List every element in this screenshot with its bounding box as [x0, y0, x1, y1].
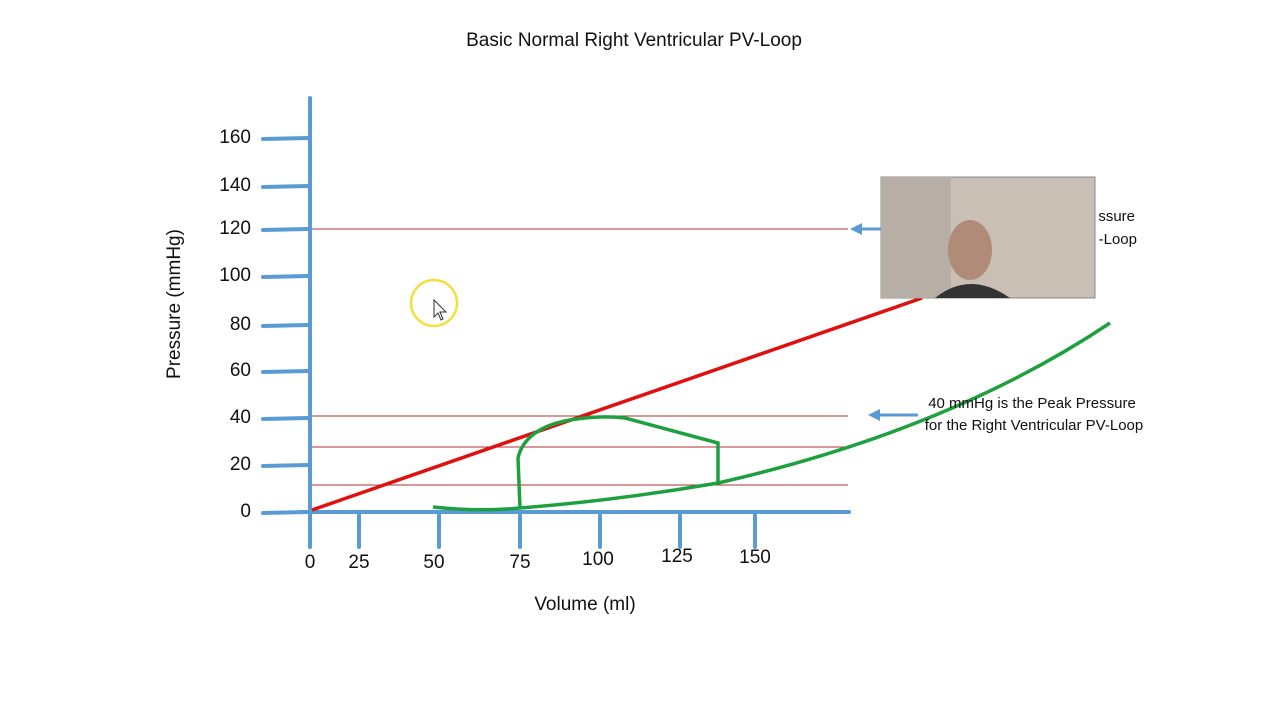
annotation: -Loop — [1099, 231, 1137, 248]
y-tick-label: 100 — [219, 265, 251, 286]
y-tick-label: 140 — [219, 175, 251, 196]
y-tick-label: 20 — [230, 454, 251, 475]
pv-loop — [516, 415, 720, 509]
x-tick-label: 150 — [739, 547, 771, 568]
annotation: for the Right Ventricular PV-Loop — [925, 417, 1143, 434]
cursor — [433, 298, 448, 321]
webcam-overlay — [880, 176, 1096, 299]
x-axis-label: Volume (ml) — [534, 594, 635, 615]
y-tick — [261, 227, 310, 232]
y-tick — [261, 463, 310, 468]
y-tick — [261, 274, 310, 279]
arrows — [850, 223, 918, 421]
y-tick — [261, 136, 310, 141]
y-tick — [261, 369, 310, 374]
y-tick — [261, 184, 310, 189]
y-tick-label: 120 — [219, 218, 251, 239]
espvr-line — [311, 296, 923, 512]
y-tick-label: 160 — [219, 127, 251, 148]
x-tick-label: 125 — [661, 546, 693, 567]
x-ticks: 0 25 50 75 100 125 150 — [305, 512, 771, 573]
y-tick — [261, 323, 310, 328]
x-tick-label: 0 — [305, 552, 316, 573]
x-tick-label: 50 — [423, 552, 444, 573]
annotation: ssure — [1098, 208, 1135, 225]
y-axis-label: Pressure (mmHg) — [164, 229, 185, 379]
x-tick-label: 25 — [348, 552, 369, 573]
y-ticks: 160 140 120 100 80 60 40 20 0 — [219, 127, 310, 522]
x-tick-label: 75 — [509, 552, 530, 573]
cursor-highlight — [409, 278, 459, 328]
y-tick — [261, 416, 310, 421]
x-tick-label: 100 — [582, 549, 614, 570]
y-tick-label: 0 — [240, 501, 251, 522]
y-tick-label: 60 — [230, 360, 251, 381]
edpvr-curve — [432, 321, 1111, 512]
y-tick — [261, 510, 310, 515]
title: Basic Normal Right Ventricular PV-Loop — [466, 30, 802, 51]
annotation: 40 mmHg is the Peak Pressure — [928, 395, 1136, 412]
reference-lines — [310, 228, 848, 486]
y-tick-label: 80 — [230, 314, 251, 335]
y-tick-label: 40 — [230, 407, 251, 428]
